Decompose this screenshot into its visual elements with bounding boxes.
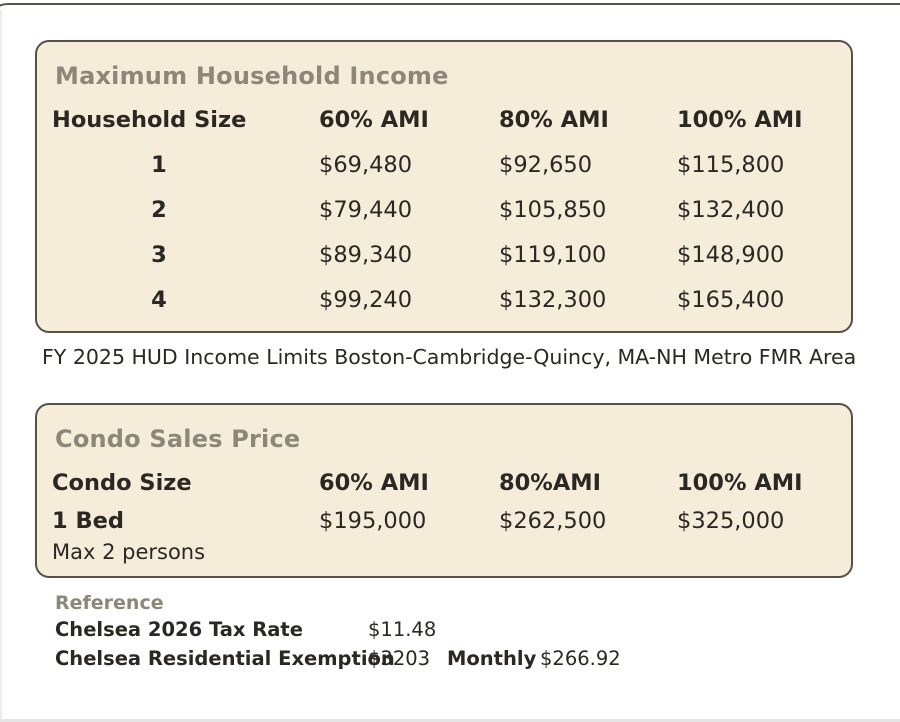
condo-occupancy-note: Max 2 persons (52, 540, 206, 564)
column-header-80-ami: 80% AMI (499, 107, 609, 133)
tax-rate-label: Chelsea 2026 Tax Rate (55, 618, 303, 641)
income-100-ami: $132,400 (677, 197, 785, 223)
column-header-100-ami: 100% AMI (677, 470, 803, 496)
household-size-value: 2 (151, 197, 167, 223)
condo-price-60-ami: $195,000 (319, 508, 427, 534)
condo-size-value: 1 Bed (52, 508, 125, 534)
table-row: 2 $79,440 $105,850 $132,400 (52, 196, 833, 224)
income-limits-caption: FY 2025 HUD Income Limits Boston-Cambrid… (42, 345, 857, 369)
column-header-100-ami: 100% AMI (677, 107, 803, 133)
page-bottom-edge (0, 719, 900, 722)
income-100-ami: $148,900 (677, 242, 785, 268)
monthly-label: Monthly (447, 647, 537, 670)
condo-panel-title: Condo Sales Price (55, 425, 301, 453)
household-size-value: 1 (151, 152, 167, 178)
income-80-ami: $92,650 (499, 152, 593, 178)
column-header-household-size: Household Size (52, 107, 247, 133)
table-row: 1 $69,480 $92,650 $115,800 (52, 151, 833, 179)
income-60-ami: $69,480 (319, 152, 413, 178)
column-header-60-ami: 60% AMI (319, 107, 429, 133)
condo-table-header: Condo Size 60% AMI 80%AMI 100% AMI (52, 469, 833, 497)
income-60-ami: $79,440 (319, 197, 413, 223)
condo-price-80-ami: $262,500 (499, 508, 607, 534)
reference-section: Reference Chelsea 2026 Tax Rate $11.48 C… (55, 592, 755, 673)
condo-price-panel: Condo Sales Price Condo Size 60% AMI 80%… (35, 403, 853, 578)
page-left-edge (0, 10, 2, 722)
income-100-ami: $165,400 (677, 287, 785, 313)
tax-rate-value: $11.48 (368, 618, 437, 641)
tax-rate-extra-value (540, 615, 755, 644)
residential-exemption-label: Chelsea Residential Exemption (55, 647, 395, 670)
condo-price-100-ami: $325,000 (677, 508, 785, 534)
tax-rate-extra-label (447, 615, 540, 644)
column-header-condo-size: Condo Size (52, 470, 192, 496)
column-header-60-ami: 60% AMI (319, 470, 429, 496)
table-row: 1 Bed Max 2 persons $195,000 $262,500 $3… (52, 507, 833, 565)
income-80-ami: $119,100 (499, 242, 607, 268)
income-panel-title: Maximum Household Income (55, 62, 449, 90)
income-60-ami: $89,340 (319, 242, 413, 268)
condo-size-cell: 1 Bed Max 2 persons (52, 507, 319, 565)
household-size-value: 3 (151, 242, 167, 268)
income-60-ami: $99,240 (319, 287, 413, 313)
reference-row: Chelsea Residential Exemption $3203 Mont… (55, 644, 755, 673)
reference-row: Chelsea 2026 Tax Rate $11.48 (55, 615, 755, 644)
income-80-ami: $105,850 (499, 197, 607, 223)
income-100-ami: $115,800 (677, 152, 785, 178)
column-header-80-ami: 80%AMI (499, 470, 602, 496)
table-row: 4 $99,240 $132,300 $165,400 (52, 286, 833, 314)
residential-exemption-value: $3203 (368, 647, 431, 670)
income-table-header: Household Size 60% AMI 80% AMI 100% AMI (52, 106, 833, 134)
income-80-ami: $132,300 (499, 287, 607, 313)
income-limits-panel: Maximum Household Income Household Size … (35, 40, 853, 333)
monthly-value: $266.92 (540, 647, 621, 670)
reference-title: Reference (55, 592, 164, 614)
table-row: 3 $89,340 $119,100 $148,900 (52, 241, 833, 269)
household-size-value: 4 (151, 287, 167, 313)
